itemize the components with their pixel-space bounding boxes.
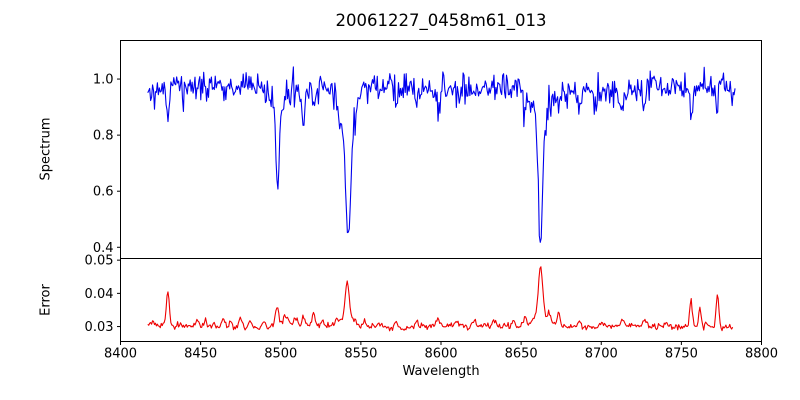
spectrum-y-tick-label: 1.0 xyxy=(93,73,114,88)
spectrum-y-tick-label: 0.6 xyxy=(93,185,114,200)
x-tick-label: 8550 xyxy=(344,347,377,362)
x-tick-label: 8650 xyxy=(505,347,538,362)
error-y-tick-label: 0.05 xyxy=(85,254,114,269)
error-data-line xyxy=(147,266,734,332)
x-tick-label: 8700 xyxy=(585,347,618,362)
x-tick-label: 8400 xyxy=(104,347,137,362)
x-axis-label: Wavelength xyxy=(402,364,480,379)
error-y-tick-label: 0.04 xyxy=(85,287,114,302)
spectrum-y-tick-label: 0.8 xyxy=(93,129,114,144)
plot-title: 20061227_0458m61_013 xyxy=(335,11,547,30)
spectrum-panel-frame xyxy=(120,40,762,259)
error-panel-frame xyxy=(120,258,762,342)
x-tick-label: 8600 xyxy=(424,347,457,362)
spectrum-y-tick-label: 0.4 xyxy=(93,241,114,256)
spectrum-data-line xyxy=(147,66,736,243)
x-tick-label: 8800 xyxy=(745,347,778,362)
x-tick-label: 8500 xyxy=(264,347,297,362)
x-tick-label: 8450 xyxy=(184,347,217,362)
x-tick-label: 8750 xyxy=(665,347,698,362)
error-y-tick-label: 0.03 xyxy=(85,320,114,335)
